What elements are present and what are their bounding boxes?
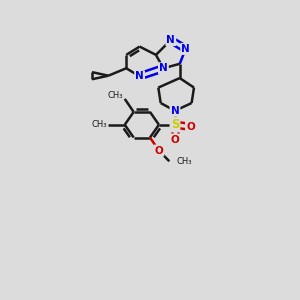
Text: N: N xyxy=(167,35,175,45)
Text: N: N xyxy=(159,63,168,73)
Text: CH₃: CH₃ xyxy=(92,120,107,129)
Text: N: N xyxy=(171,106,179,116)
Text: CH₃: CH₃ xyxy=(177,157,192,166)
Text: CH₃: CH₃ xyxy=(108,92,123,100)
Text: N: N xyxy=(181,44,190,54)
Text: O: O xyxy=(154,146,163,156)
Text: S: S xyxy=(171,118,179,131)
Text: O: O xyxy=(186,122,195,132)
Text: N: N xyxy=(135,71,144,81)
Text: O: O xyxy=(171,135,179,145)
